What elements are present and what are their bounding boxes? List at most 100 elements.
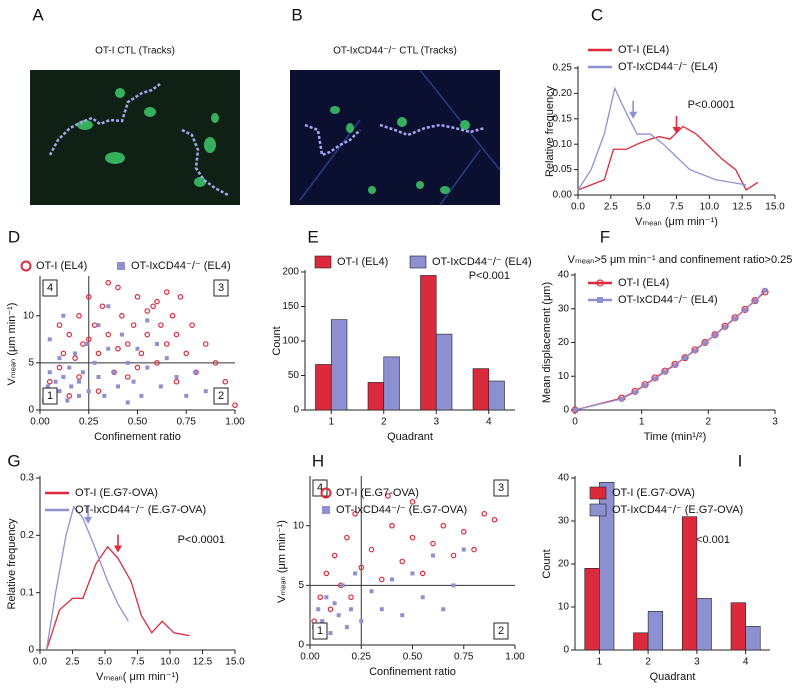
line <box>45 505 129 651</box>
x-tick-label: 4 <box>486 417 492 428</box>
point <box>139 393 144 398</box>
point <box>158 384 163 389</box>
chart: E 0 50 100 150 200 Quadrant Count P<0.001 1 2 3 4 OT-… <box>271 227 532 442</box>
bar <box>383 356 400 411</box>
point <box>379 607 384 612</box>
point <box>124 341 131 347</box>
point <box>752 298 758 304</box>
point <box>203 389 208 394</box>
point <box>471 546 477 553</box>
point <box>348 594 354 601</box>
point <box>184 393 189 398</box>
point <box>651 374 659 382</box>
point <box>169 312 176 319</box>
point <box>450 552 457 559</box>
point <box>641 381 649 389</box>
point <box>144 331 151 338</box>
point <box>741 305 749 314</box>
quadrant-label: 3 <box>218 282 224 294</box>
point <box>702 340 708 346</box>
point <box>323 570 330 577</box>
point <box>212 360 219 366</box>
legend-swatch <box>314 255 332 269</box>
quadrant-label: 3 <box>498 482 504 494</box>
point <box>69 384 74 389</box>
point <box>232 402 238 409</box>
point <box>145 365 150 370</box>
legend-label: OT-IxCD44⁻/⁻ (E.G7-OVA) <box>336 504 467 516</box>
x-axis-label: Confinement ratio <box>369 666 456 678</box>
point <box>65 398 70 403</box>
point <box>344 534 350 541</box>
x-tick-label: 5.0 <box>637 202 651 213</box>
panel-label: A <box>32 5 44 24</box>
panel-label: H <box>312 451 324 470</box>
x-tick-label: 5.0 <box>98 657 112 668</box>
x-tick-label: 0.25 <box>79 417 99 428</box>
axis-line <box>309 476 515 646</box>
bar <box>584 567 600 651</box>
point <box>711 331 719 339</box>
legend-label: OT-I (EL4) <box>618 277 669 289</box>
legend-label: OT-I (E.G7-OVA) <box>336 487 419 499</box>
legend-label: OT-I (E.G7-OVA) <box>612 487 695 499</box>
point <box>138 350 145 357</box>
point <box>194 370 198 375</box>
image-b: B OT-IxCD44⁻/⁻ CTL (Tracks) <box>290 5 501 206</box>
y-axis-label: Count <box>271 326 283 355</box>
legend-label: OT-IxCD44⁻/⁻ (E.G7-OVA) <box>612 504 743 516</box>
x-tick-label: 4 <box>743 657 749 668</box>
bar <box>745 626 761 651</box>
point <box>430 540 436 547</box>
point <box>106 304 111 309</box>
vessel <box>299 69 501 206</box>
point <box>124 374 131 380</box>
point <box>368 546 375 553</box>
point <box>618 394 626 402</box>
legend-swatch <box>117 262 125 270</box>
point <box>682 355 688 360</box>
y-tick-label: 0.3 <box>20 473 34 484</box>
point <box>324 595 329 600</box>
point <box>112 370 117 375</box>
point <box>125 360 130 365</box>
chart-title: Vₘₑₐₙ>5 μm min⁻¹ and confinement ratio>0… <box>568 254 793 266</box>
bar <box>420 275 437 411</box>
quadrant-label: 2 <box>498 625 504 637</box>
point <box>721 322 729 330</box>
point <box>106 346 111 351</box>
point <box>409 499 416 505</box>
point <box>732 316 738 321</box>
quadrant-box <box>312 622 328 640</box>
point <box>158 322 164 328</box>
x-tick-label: 7.5 <box>131 657 145 668</box>
x-tick-label: 0.50 <box>403 652 423 663</box>
y-tick-label: 0 <box>298 640 304 651</box>
point <box>358 564 365 571</box>
legend-label: OT-IxCD44⁻/⁻ (EL4) <box>432 256 532 268</box>
legend-label: OT-I (EL4) <box>337 256 388 268</box>
point <box>331 552 338 559</box>
x-tick-label: 0.75 <box>454 652 474 663</box>
point <box>102 393 107 398</box>
point <box>60 350 67 357</box>
legend-swatch <box>589 503 607 517</box>
point <box>336 613 341 618</box>
point <box>111 369 117 376</box>
y-tick-label: 0.10 <box>553 139 573 150</box>
x-tick-label: 2 <box>706 417 712 428</box>
track <box>181 128 229 197</box>
point <box>86 389 91 394</box>
panel-label: C <box>591 5 603 24</box>
bar <box>647 610 664 651</box>
point <box>352 510 358 517</box>
bar <box>488 380 505 411</box>
point <box>409 534 416 541</box>
point <box>691 346 699 354</box>
point <box>115 284 121 291</box>
point <box>632 389 638 395</box>
bar <box>599 481 615 651</box>
point <box>731 314 739 322</box>
point <box>154 360 160 366</box>
arrow-head <box>672 127 681 135</box>
